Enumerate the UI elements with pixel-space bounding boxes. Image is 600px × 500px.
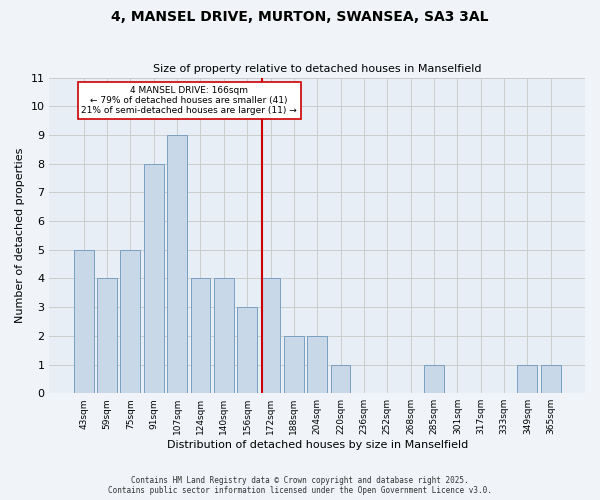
Bar (424, 364, 444, 393)
Bar (237, 307, 257, 393)
Bar (331, 364, 350, 393)
Bar (121, 250, 140, 393)
Bar (541, 364, 560, 393)
Text: 4 MANSEL DRIVE: 166sqm
← 79% of detached houses are smaller (41)
21% of semi-det: 4 MANSEL DRIVE: 166sqm ← 79% of detached… (81, 86, 297, 116)
Y-axis label: Number of detached properties: Number of detached properties (15, 148, 25, 323)
Bar (214, 278, 234, 393)
Bar (284, 336, 304, 393)
Text: 4, MANSEL DRIVE, MURTON, SWANSEA, SA3 3AL: 4, MANSEL DRIVE, MURTON, SWANSEA, SA3 3A… (111, 10, 489, 24)
Bar (144, 164, 164, 393)
Text: Contains HM Land Registry data © Crown copyright and database right 2025.
Contai: Contains HM Land Registry data © Crown c… (108, 476, 492, 495)
Title: Size of property relative to detached houses in Manselfield: Size of property relative to detached ho… (153, 64, 481, 74)
Bar (517, 364, 538, 393)
Bar (260, 278, 280, 393)
Bar (74, 250, 94, 393)
Bar (97, 278, 117, 393)
Bar (307, 336, 327, 393)
X-axis label: Distribution of detached houses by size in Manselfield: Distribution of detached houses by size … (167, 440, 468, 450)
Bar (167, 135, 187, 393)
Bar (191, 278, 211, 393)
